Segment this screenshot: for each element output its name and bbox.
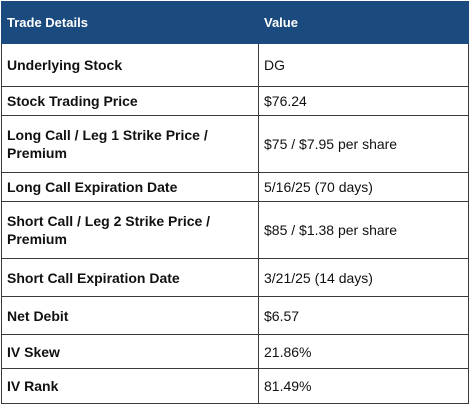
header-trade-details: Trade Details xyxy=(1,1,259,44)
row-value: 5/16/25 (70 days) xyxy=(258,172,469,202)
row-label: Short Call Expiration Date xyxy=(1,258,259,297)
row-value: $75 / $7.95 per share xyxy=(258,115,469,173)
row-value: 21.86% xyxy=(258,334,469,369)
table-row: Long Call Expiration Date 5/16/25 (70 da… xyxy=(1,172,469,202)
table-row: IV Rank 81.49% xyxy=(1,368,469,404)
row-value: $76.24 xyxy=(258,86,469,116)
row-value: DG xyxy=(258,43,469,87)
table-row: Underlying Stock DG xyxy=(1,43,469,87)
table-body: Underlying Stock DG Stock Trading Price … xyxy=(1,43,469,404)
row-value: 3/21/25 (14 days) xyxy=(258,258,469,297)
row-label: Short Call / Leg 2 Strike Price / Premiu… xyxy=(1,201,259,259)
table-header: Trade Details Value xyxy=(1,1,469,44)
row-label: Long Call / Leg 1 Strike Price / Premium xyxy=(1,115,259,173)
row-value: $6.57 xyxy=(258,296,469,335)
table-row: Long Call / Leg 1 Strike Price / Premium… xyxy=(1,115,469,173)
row-value: $85 / $1.38 per share xyxy=(258,201,469,259)
row-label: Net Debit xyxy=(1,296,259,335)
table-row: Short Call / Leg 2 Strike Price / Premiu… xyxy=(1,201,469,259)
row-label: Long Call Expiration Date xyxy=(1,172,259,202)
header-value: Value xyxy=(258,1,469,44)
row-label: IV Skew xyxy=(1,334,259,369)
header-row: Trade Details Value xyxy=(1,1,469,44)
row-value: 81.49% xyxy=(258,368,469,404)
table-row: Short Call Expiration Date 3/21/25 (14 d… xyxy=(1,258,469,297)
table-row: Net Debit $6.57 xyxy=(1,296,469,335)
table-row: Stock Trading Price $76.24 xyxy=(1,86,469,116)
row-label: IV Rank xyxy=(1,368,259,404)
table-row: IV Skew 21.86% xyxy=(1,334,469,369)
row-label: Underlying Stock xyxy=(1,43,259,87)
row-label: Stock Trading Price xyxy=(1,86,259,116)
